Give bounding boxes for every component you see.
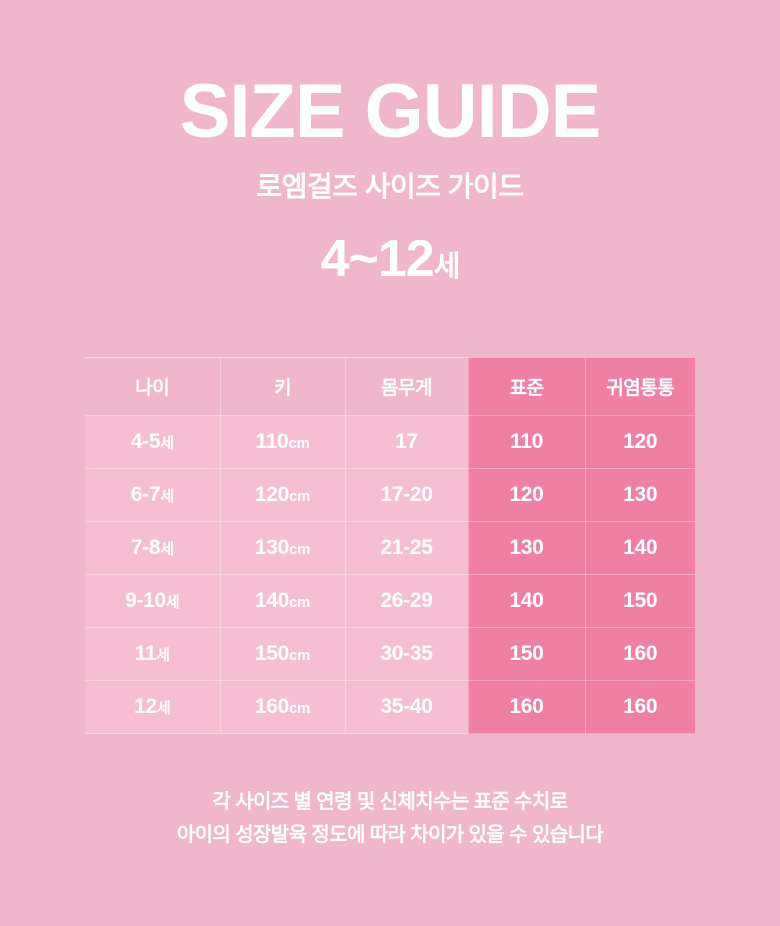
table-header-row: 나이 키 몸무게 표준 귀염통통 xyxy=(85,357,695,416)
page-title: SIZE GUIDE xyxy=(179,69,602,154)
column-header-age: 나이 xyxy=(85,357,221,416)
cell-height-unit: cm xyxy=(288,435,310,452)
column-header-cute-chubby: 귀염통통 xyxy=(585,357,695,416)
table-row: 4-5세 110cm 17 110 120 xyxy=(85,415,695,469)
cell-cute-chubby: 120 xyxy=(585,415,695,469)
size-table: 나이 키 몸무게 표준 귀염통통 4-5세 110cm 17 110 120 6-7세 12… xyxy=(85,357,695,734)
cell-age: 6-7세 xyxy=(85,468,221,522)
cell-age-unit: 세 xyxy=(165,594,180,611)
cell-standard: 150 xyxy=(468,627,586,681)
cell-height: 110cm xyxy=(220,415,346,469)
age-range-number: 4~12 xyxy=(320,229,435,288)
age-range: 4~12세 xyxy=(0,233,780,285)
age-range-suffix: 세 xyxy=(433,250,461,283)
cell-age-number: 12 xyxy=(134,695,157,718)
cell-weight: 30-35 xyxy=(345,627,469,681)
cell-height-unit: cm xyxy=(289,594,311,611)
cell-standard: 130 xyxy=(468,521,586,575)
cell-standard: 160 xyxy=(468,680,586,734)
table-row: 6-7세 120cm 17-20 120 130 xyxy=(85,468,695,522)
cell-cute-chubby: 150 xyxy=(585,574,695,628)
column-header-weight: 몸무게 xyxy=(345,357,469,416)
note-line-1: 각 사이즈 별 연령 및 신체치수는 표준 수치로 xyxy=(212,791,568,813)
size-table-head: 나이 키 몸무게 표준 귀염통통 xyxy=(85,357,695,416)
cell-age-number: 7-8 xyxy=(130,536,161,559)
cell-height: 140cm xyxy=(220,574,346,628)
size-guide-note: 각 사이즈 별 연령 및 신체치수는 표준 수치로 아이의 성장발육 정도에 따… xyxy=(0,786,780,852)
cell-age-unit: 세 xyxy=(156,647,170,664)
heading-block: SIZE GUIDE 로엠걸즈 사이즈 가이드 4~12세 xyxy=(0,0,780,285)
cell-cute-chubby: 160 xyxy=(585,680,695,734)
cell-height-unit: cm xyxy=(289,488,311,505)
table-row: 11세 150cm 30-35 150 160 xyxy=(85,627,695,681)
cell-age: 9-10세 xyxy=(85,574,221,628)
column-header-height: 키 xyxy=(220,357,346,416)
cell-height-number: 160 xyxy=(254,695,290,718)
page-subtitle: 로엠걸즈 사이즈 가이드 xyxy=(256,171,524,202)
cell-weight: 21-25 xyxy=(345,521,469,575)
cell-height-number: 130 xyxy=(254,536,290,559)
cell-cute-chubby: 130 xyxy=(585,468,695,522)
cell-height-number: 120 xyxy=(254,483,290,506)
cell-cute-chubby: 160 xyxy=(585,627,695,681)
cell-weight: 35-40 xyxy=(345,680,469,734)
note-line-2: 아이의 성장발육 정도에 따라 차이가 있을 수 있습니다 xyxy=(176,824,604,846)
cell-age: 7-8세 xyxy=(85,521,221,575)
cell-age-number: 6-7 xyxy=(130,483,161,506)
cell-height: 120cm xyxy=(220,468,346,522)
cell-height-number: 150 xyxy=(254,642,290,665)
cell-age-unit: 세 xyxy=(160,488,174,505)
size-table-wrapper: 나이 키 몸무게 표준 귀염통통 4-5세 110cm 17 110 120 6-7세 12… xyxy=(85,357,695,734)
table-row: 12세 160cm 35-40 160 160 xyxy=(85,680,695,734)
cell-height-unit: cm xyxy=(289,700,311,717)
table-row: 9-10세 140cm 26-29 140 150 xyxy=(85,574,695,628)
cell-standard: 110 xyxy=(468,415,586,469)
cell-standard: 120 xyxy=(468,468,586,522)
table-row: 7-8세 130cm 21-25 130 140 xyxy=(85,521,695,575)
cell-height-number: 110 xyxy=(255,430,289,453)
cell-age: 4-5세 xyxy=(85,415,221,469)
cell-age-number: 11 xyxy=(134,642,157,665)
size-table-body: 4-5세 110cm 17 110 120 6-7세 120cm 17-20 120 130 7-8… xyxy=(85,415,695,734)
cell-age-unit: 세 xyxy=(160,541,174,558)
cell-age-number: 4-5 xyxy=(130,430,161,453)
cell-height-number: 140 xyxy=(254,589,290,612)
cell-age: 12세 xyxy=(85,680,221,734)
cell-weight: 26-29 xyxy=(345,574,469,628)
cell-age-unit: 세 xyxy=(160,435,174,452)
cell-cute-chubby: 140 xyxy=(585,521,695,575)
cell-height: 160cm xyxy=(220,680,346,734)
cell-age: 11세 xyxy=(85,627,221,681)
cell-age-number: 9-10 xyxy=(125,589,166,612)
cell-height: 150cm xyxy=(220,627,346,681)
cell-standard: 140 xyxy=(468,574,586,628)
cell-height: 130cm xyxy=(220,521,346,575)
cell-weight: 17 xyxy=(345,415,469,469)
cell-weight: 17-20 xyxy=(345,468,469,522)
cell-height-unit: cm xyxy=(289,647,311,664)
column-header-standard: 표준 xyxy=(468,357,586,416)
cell-height-unit: cm xyxy=(289,541,311,558)
cell-age-unit: 세 xyxy=(156,700,171,717)
